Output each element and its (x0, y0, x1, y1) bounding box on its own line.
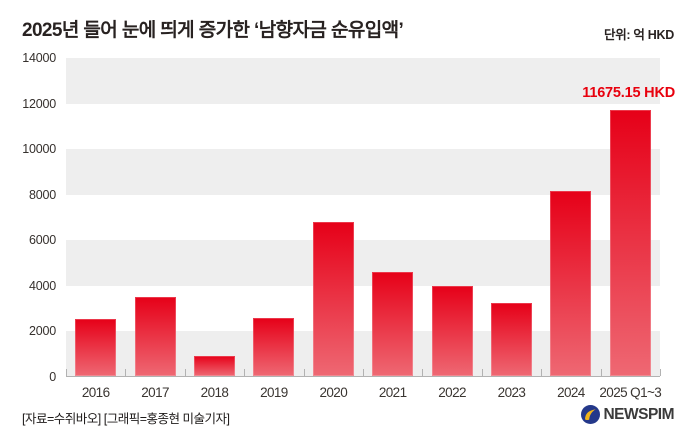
x-tick-label-2016: 2016 (81, 385, 110, 400)
grid-band (66, 58, 660, 104)
bar-2024 (550, 191, 592, 376)
highlight-value-label: 11675.15 HKD (582, 85, 675, 101)
x-axis-tick (66, 369, 67, 376)
x-tick-label-2020: 2020 (319, 385, 348, 400)
source-credit: [자료=수쥐바오] [그래픽=홍종현 미술기자] (22, 412, 230, 426)
x-tick-label-2023: 2023 (497, 385, 526, 400)
bar-2018 (194, 356, 235, 376)
grid-band (66, 149, 660, 195)
plot-area (66, 58, 661, 377)
newspim-logo-text: NEWSPIM (603, 405, 674, 423)
bar-2020 (312, 221, 354, 376)
bar-2021 (372, 271, 414, 376)
y-tick-label: 4000 (28, 278, 56, 293)
y-tick-label: 10000 (22, 142, 56, 157)
x-tick-label-2021: 2021 (378, 385, 407, 400)
bar-2023 (491, 303, 532, 376)
bar-2022 (431, 286, 473, 376)
x-tick-label-2022: 2022 (438, 385, 466, 400)
chart-title: 2025년 들어 눈에 띄게 증가한 ‘남향자금 순유입액’ (22, 20, 404, 41)
bar-2016 (75, 319, 117, 376)
x-axis-tick (303, 369, 305, 376)
y-tick-label: 6000 (28, 233, 56, 248)
x-axis-tick (244, 369, 246, 376)
x-axis-tick (541, 369, 543, 376)
y-tick-label: 12000 (22, 96, 56, 111)
x-tick-label-2017: 2017 (141, 385, 169, 400)
x-tick-label-2019: 2019 (260, 385, 288, 400)
unit-label: 단위: 억 HKD (604, 28, 674, 42)
x-tick-label-2025-Q1~3: 2025 Q1~3 (599, 385, 662, 400)
y-tick-label: 2000 (28, 324, 56, 339)
newspim-logo: NEWSPIM (581, 405, 674, 424)
x-axis-tick (422, 369, 424, 376)
x-axis-tick (600, 369, 602, 376)
x-axis-line (66, 376, 660, 377)
x-axis-tick (125, 369, 127, 376)
y-tick-label: 0 (49, 370, 56, 384)
newspim-logo-icon (581, 405, 601, 424)
x-axis-tick (184, 369, 186, 376)
grid-band (66, 103, 660, 150)
y-tick-label: 8000 (28, 187, 56, 202)
x-tick-label-2018: 2018 (200, 385, 229, 400)
bar-2017 (134, 297, 176, 376)
y-tick-label: 14000 (22, 51, 56, 65)
bar-2019 (253, 318, 295, 376)
bar-2025-Q1~3 (609, 109, 651, 376)
x-axis-tick (363, 369, 364, 376)
x-axis-tick (481, 369, 483, 376)
x-tick-label-2024: 2024 (557, 385, 585, 400)
x-axis-tick (660, 369, 661, 376)
